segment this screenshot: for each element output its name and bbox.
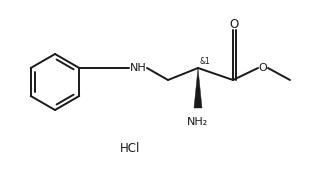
- Text: NH: NH: [130, 63, 146, 73]
- Polygon shape: [194, 68, 202, 108]
- Text: O: O: [259, 63, 268, 73]
- Text: HCl: HCl: [120, 142, 140, 154]
- Text: &1: &1: [200, 57, 211, 66]
- Text: O: O: [230, 19, 239, 31]
- Text: NH₂: NH₂: [188, 117, 209, 127]
